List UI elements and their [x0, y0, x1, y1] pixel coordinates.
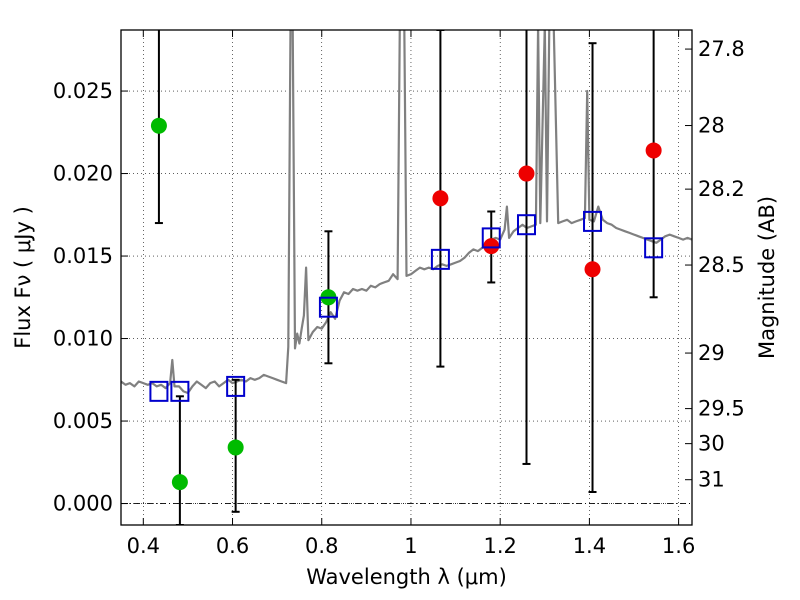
data-point-square — [583, 210, 603, 232]
y-tick-label: 0.005 — [53, 409, 113, 433]
data-point-square — [430, 248, 450, 270]
x-tick-label: 1.6 — [662, 534, 695, 558]
data-point-square — [226, 375, 246, 397]
y-tick-label: 0.020 — [53, 162, 113, 186]
data-point-square — [644, 237, 664, 259]
data-point-square — [318, 296, 338, 318]
tick-label-layer: 0.4 0.6 0.8 1 1.2 1.4 1.6 0.000 0.005 0.010 0.015 0… — [53, 37, 745, 558]
x-tick-label: 0.4 — [127, 534, 160, 558]
data-point-square — [149, 380, 169, 402]
y2-tick-label: 29 — [698, 341, 725, 365]
data-point-circle — [645, 142, 662, 159]
tick-layer — [121, 30, 692, 525]
y2-tick-label: 27.8 — [698, 37, 745, 61]
y-tick-label: 0.015 — [53, 244, 113, 268]
y2-tick-label: 30 — [698, 432, 725, 456]
data-point-circle — [518, 165, 535, 182]
plot-frame — [120, 29, 693, 526]
data-point-circle — [171, 474, 188, 491]
x-tick-label: 1 — [404, 534, 417, 558]
y2-tick-label: 28.2 — [698, 177, 745, 201]
y-tick-label: 0.000 — [53, 492, 113, 516]
x-tick-label: 0.8 — [305, 534, 338, 558]
x-tick-label: 1.2 — [483, 534, 516, 558]
data-point-circle — [432, 190, 449, 207]
spectrum-line — [121, 30, 692, 395]
data-point-square — [170, 380, 190, 402]
data-point-circle — [150, 117, 167, 134]
data-point-square — [481, 227, 501, 249]
marker-layer — [149, 117, 664, 491]
y2-axis-label: Magnitude (AB) — [755, 196, 779, 359]
x-tick-label: 1.4 — [573, 534, 606, 558]
y2-tick-label: 28 — [698, 114, 725, 138]
x-axis-label: Wavelength λ (μm) — [306, 565, 507, 589]
y-tick-label: 0.010 — [53, 327, 113, 351]
y2-tick-label: 31 — [698, 468, 725, 492]
spectrum-layer — [121, 30, 692, 395]
grid-layer — [121, 30, 692, 525]
data-point-circle — [483, 238, 500, 255]
data-point-circle — [227, 439, 244, 456]
y-axis-label: Flux Fν ( μJy ) — [11, 206, 35, 349]
y2-tick-label: 29.5 — [698, 397, 745, 421]
y-tick-label: 0.025 — [53, 79, 113, 103]
data-point-circle — [584, 261, 601, 278]
data-point-square — [516, 214, 536, 236]
x-tick-label: 0.6 — [216, 534, 249, 558]
y2-tick-label: 28.5 — [698, 253, 745, 277]
